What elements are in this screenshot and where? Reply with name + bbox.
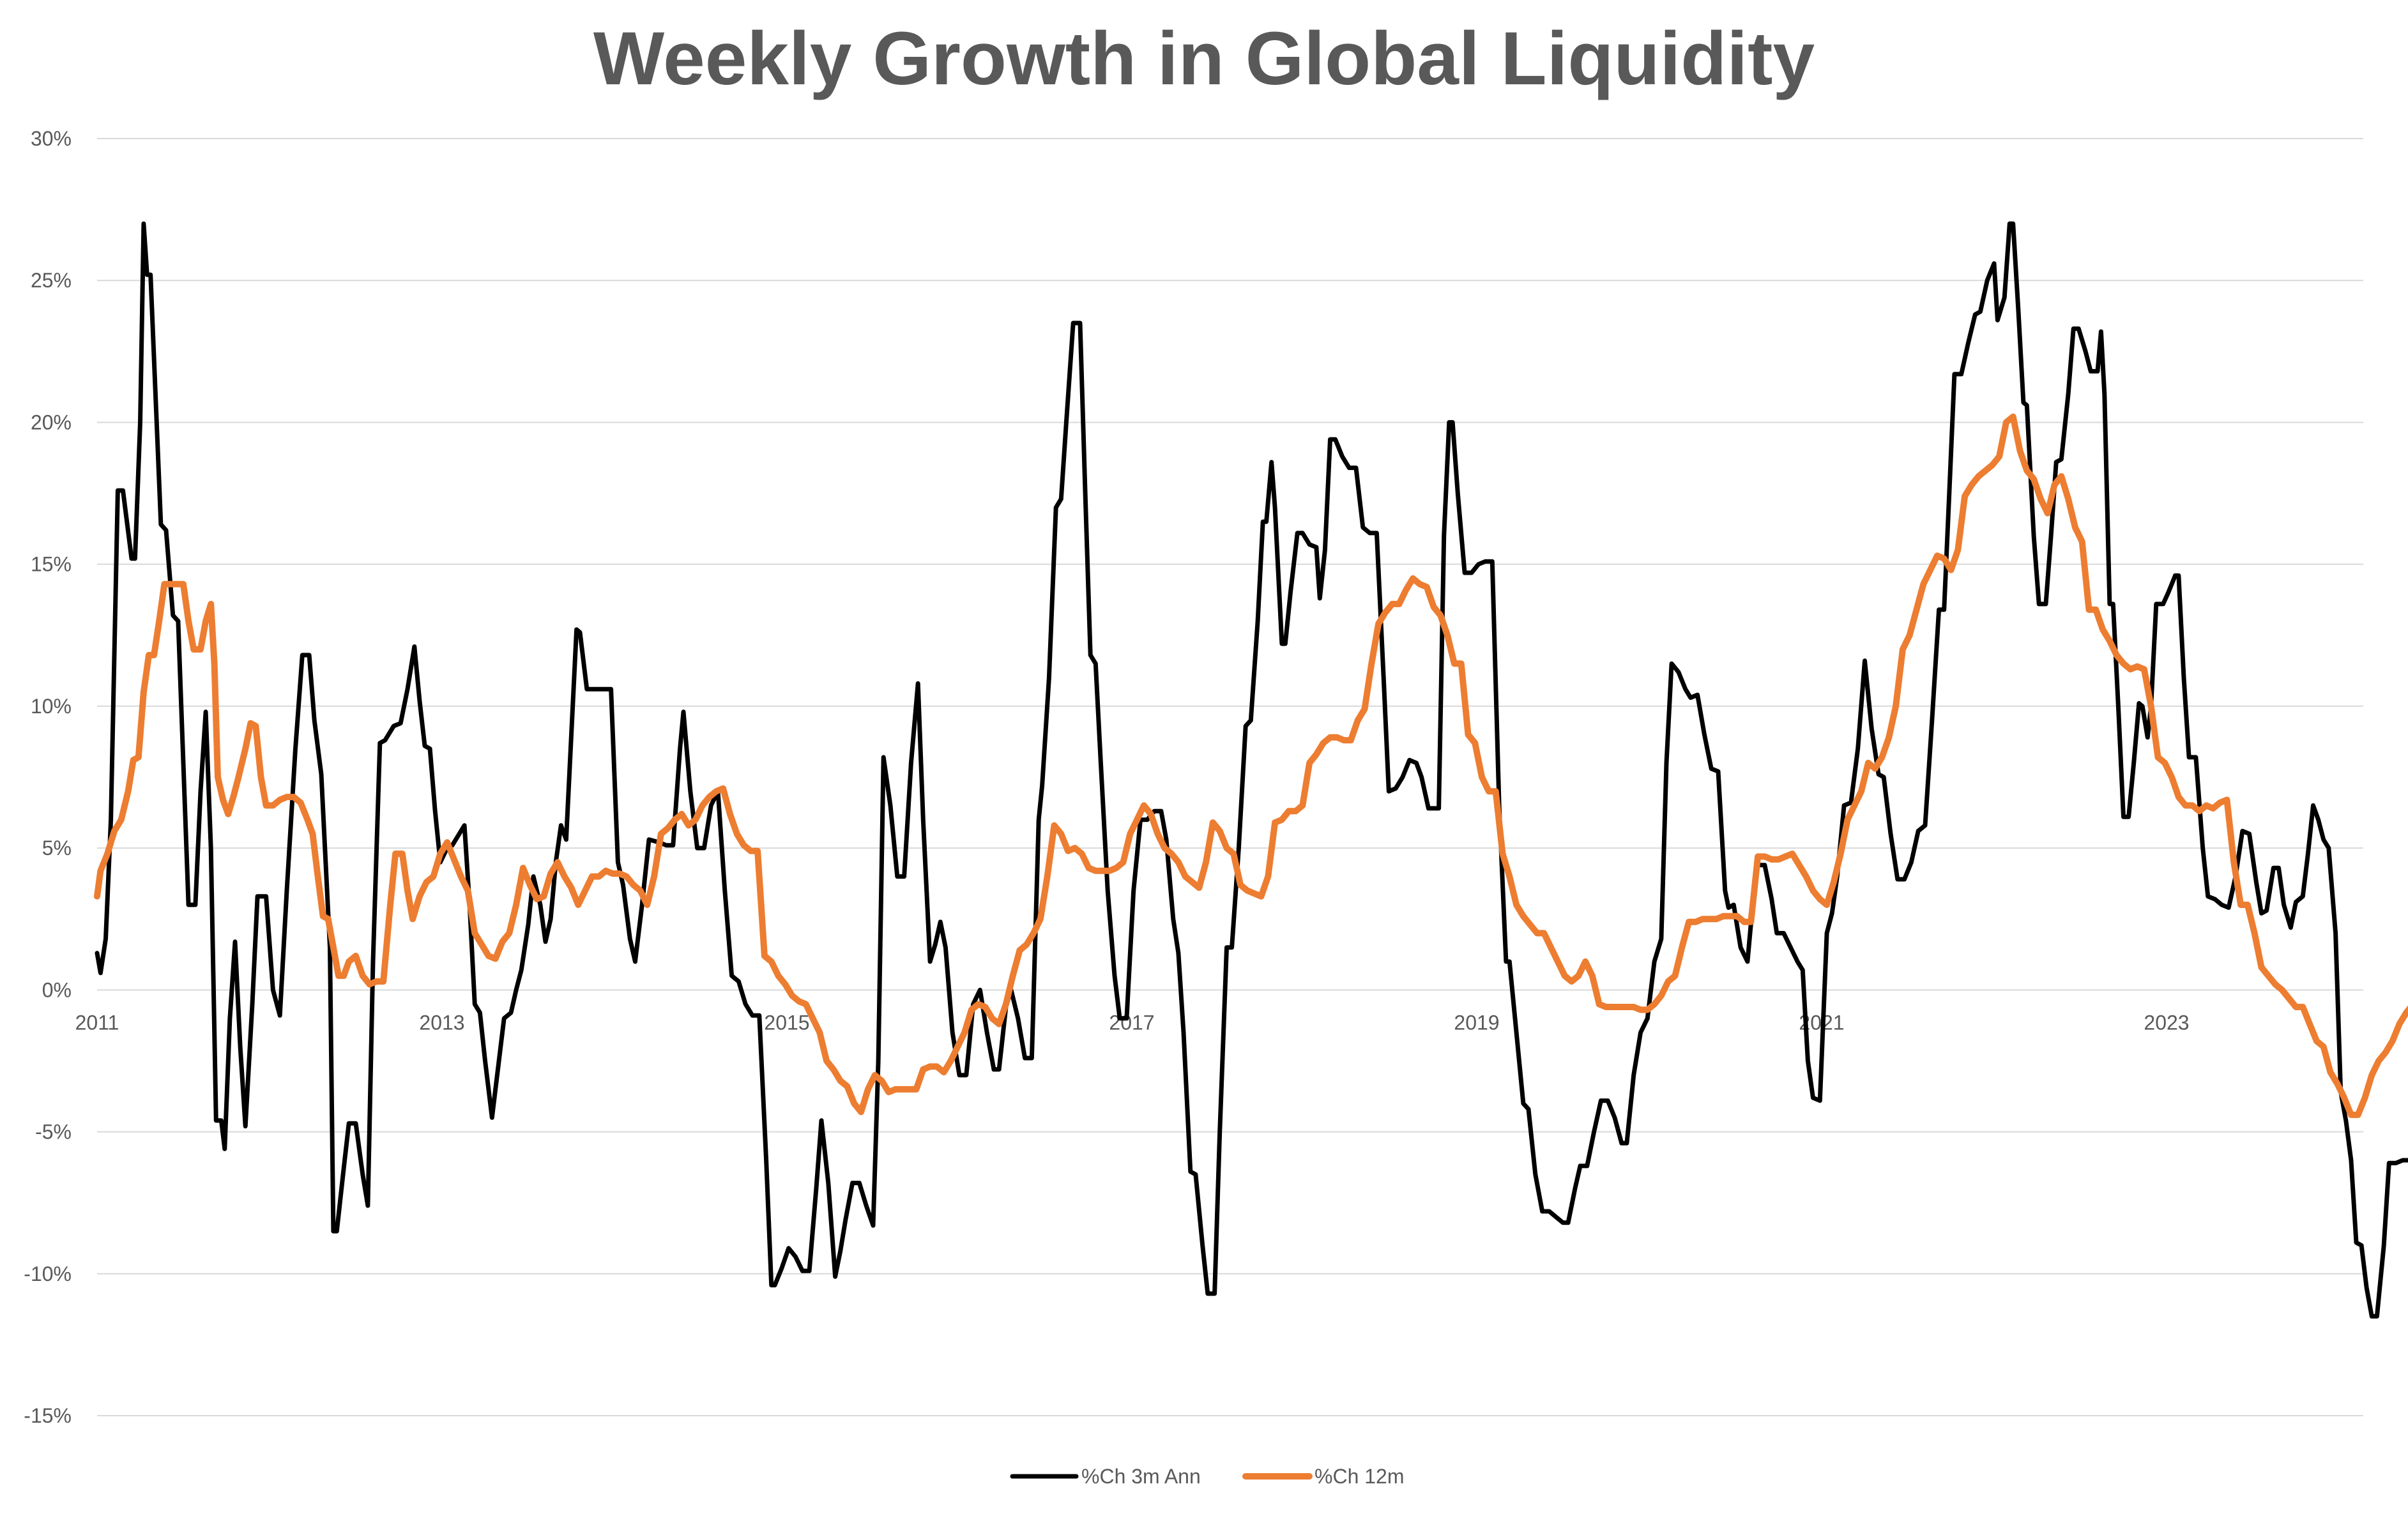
y-tick-label: -5% [35, 1121, 72, 1144]
y-axis-tick-labels: 30% 25% 20% 15% 10% 5% 0% -5% -10% -15% [24, 127, 72, 1427]
x-tick-label: 2015 [764, 1011, 809, 1034]
y-tick-label: 30% [31, 127, 72, 150]
y-tick-label: -15% [24, 1404, 72, 1427]
legend: %Ch 3m Ann %Ch 12m [1010, 1465, 1405, 1488]
legend-item-ch-3m-ann-label: %Ch 3m Ann [1081, 1465, 1201, 1488]
y-tick-label: -10% [24, 1262, 72, 1285]
series-lines [94, 221, 2408, 1319]
y-tick-label: 0% [42, 978, 72, 1001]
y-tick-label: 15% [31, 553, 72, 576]
x-tick-label: 2023 [2144, 1011, 2189, 1034]
x-tick-label: 2011 [75, 1011, 119, 1034]
y-tick-label: 5% [42, 836, 72, 859]
x-tick-label: 2013 [419, 1011, 464, 1034]
y-tick-label: 20% [31, 411, 72, 434]
x-tick-label: 2017 [1109, 1011, 1154, 1034]
series-line-ch-12m [94, 413, 2408, 1118]
x-tick-label: 2019 [1454, 1011, 1499, 1034]
y-tick-label: 25% [31, 269, 72, 292]
legend-item-ch-12m-label: %Ch 12m [1314, 1465, 1405, 1488]
chart-title: Weekly Growth in Global Liquidity [593, 17, 1815, 101]
y-tick-label: 10% [31, 695, 72, 718]
series-line-ch-3m-ann [95, 221, 2408, 1319]
